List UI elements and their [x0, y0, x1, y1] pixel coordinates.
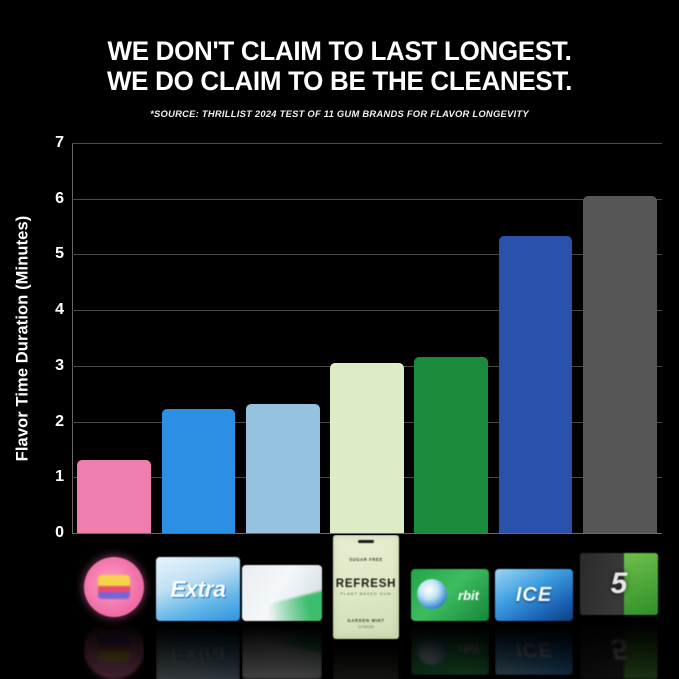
five-gum-product-reflection: 5 [580, 617, 658, 679]
white-gum-product-reflection [242, 623, 322, 679]
ice-breakers-product-reflection: ICE [495, 623, 573, 675]
title-block: WE DON'T CLAIM TO LAST LONGEST. WE DO CL… [0, 36, 679, 119]
orbit-product-reflection: rbit [411, 623, 489, 675]
white-gum-product-icon [242, 565, 322, 621]
refresh-line-1: SUGAR FREE [349, 557, 383, 562]
y-tick-2: 2 [55, 412, 64, 430]
refresh-line-3: PLANT BASED GUM [340, 592, 392, 596]
refresh-product-reflection: REFRESH [333, 641, 399, 679]
orbit-label: rbit [411, 569, 489, 621]
y-tick-7: 7 [55, 134, 64, 151]
product-slot-bubble-gum [72, 535, 156, 679]
refresh-line-2: REFRESH [335, 578, 397, 590]
refresh-pack-notch [358, 540, 374, 543]
bar-bubble-gum[interactable] [77, 460, 152, 533]
gridline-4 [72, 310, 662, 312]
extra-product-reflection: Extra [156, 623, 240, 679]
product-slot-refresh: SUGAR FREE REFRESH PLANT BASED GUM GARDE… [324, 535, 408, 679]
y-tick-0: 0 [55, 524, 64, 541]
ice-label: ICE [495, 569, 573, 621]
y-tick-6: 6 [55, 189, 64, 207]
bubble-gum-product-icon [84, 557, 144, 617]
five-label: 5 [610, 567, 628, 600]
extra-product-icon: Extra [156, 557, 240, 621]
refresh-product-icon: SUGAR FREE REFRESH PLANT BASED GUM GARDE… [333, 535, 399, 639]
bar-series [72, 143, 662, 533]
extra-label: Extra [156, 557, 240, 621]
gridline-5 [72, 254, 662, 256]
product-slot-white-gum [240, 535, 324, 679]
product-slot-extra: Extra Extra [156, 535, 240, 679]
bar-5-gum[interactable] [582, 195, 657, 533]
y-tick-1: 1 [55, 468, 64, 486]
y-tick-5: 5 [55, 245, 64, 263]
ice-breakers-product-icon: ICE [495, 569, 573, 621]
bar-refresh[interactable] [330, 363, 404, 533]
headline-line-2: WE DO CLAIM TO BE THE CLEANEST. [106, 66, 573, 96]
bubble-gum-product-reflection [84, 619, 144, 679]
bar-extra[interactable] [161, 409, 236, 533]
bar-white-gum[interactable] [245, 404, 320, 533]
refresh-line-5: 12 PIECES [357, 625, 375, 629]
product-slot-five-gum: 5 5 [576, 535, 662, 679]
five-gum-product-icon: 5 [580, 553, 658, 615]
headline-line-1: WE DON'T CLAIM TO LAST LONGEST. [107, 36, 572, 66]
product-slot-ice-breakers: ICE ICE [492, 535, 576, 679]
product-image-strip: Extra Extra SUGAR FREE REFRESH PLANT BAS… [72, 535, 662, 679]
gridline-0 [72, 533, 662, 534]
product-slot-orbit: rbit rbit [408, 535, 492, 679]
gridline-7 [72, 143, 662, 144]
y-axis-line [72, 143, 73, 534]
refresh-line-4: GARDEN MINT [347, 618, 385, 623]
orbit-product-icon: rbit [411, 569, 489, 621]
gridline-6 [72, 198, 662, 200]
bar-ice-breakers[interactable] [498, 235, 573, 533]
y-tick-4: 4 [55, 301, 64, 319]
source-note: *SOURCE: THRILLIST 2024 TEST OF 11 GUM B… [150, 108, 529, 119]
bar-orbit[interactable] [414, 356, 489, 533]
y-tick-3: 3 [55, 356, 64, 374]
